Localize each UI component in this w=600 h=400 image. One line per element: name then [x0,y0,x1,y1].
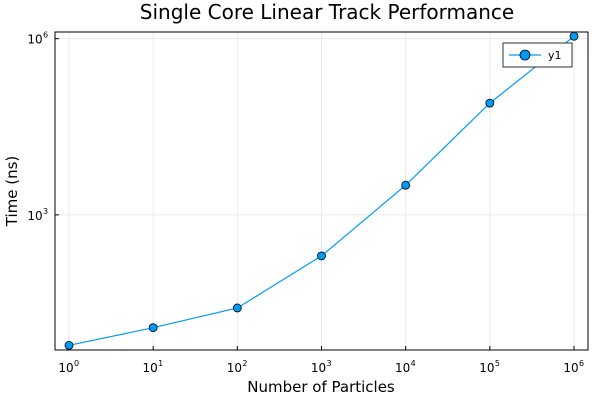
legend-marker [519,49,531,61]
x-tick-exponent: 0 [74,359,79,368]
x-tick-label: 10 [227,361,242,375]
legend-label: y1 [548,49,562,62]
x-tick-exponent: 5 [495,359,500,368]
data-point [569,31,579,41]
y-tick-label: 10 [27,209,42,223]
grid [55,32,588,350]
axis-ticks: 10 0 10 1 10 2 10 3 10 4 10 5 10 610 310 6 [27,31,584,375]
y-tick-label: 10 [27,33,42,47]
data-point [148,323,158,333]
x-tick-exponent: 6 [579,359,584,368]
y-tick-exponent: 6 [43,31,48,40]
y-tick-exponent: 3 [43,207,48,216]
series-layer [64,31,579,350]
x-tick-label: 10 [58,361,73,375]
y-axis-label: Time (ns) [3,156,21,228]
data-point [317,251,326,261]
x-tick-label: 10 [143,361,158,375]
x-tick-exponent: 2 [242,359,247,368]
x-tick-label: 10 [311,361,326,375]
x-tick-exponent: 4 [411,359,416,368]
data-point [232,303,242,313]
legend: y1 [502,42,573,68]
data-point [401,180,411,190]
x-tick-label: 10 [395,361,410,375]
data-point [64,340,74,350]
x-tick-label: 10 [479,361,494,375]
x-tick-exponent: 3 [327,359,332,368]
x-tick-exponent: 1 [158,359,163,368]
chart-title: Single Core Linear Track Performance [140,0,514,24]
data-point [485,98,495,108]
x-axis-label: Number of Particles [247,378,395,396]
x-tick-label: 10 [563,361,578,375]
